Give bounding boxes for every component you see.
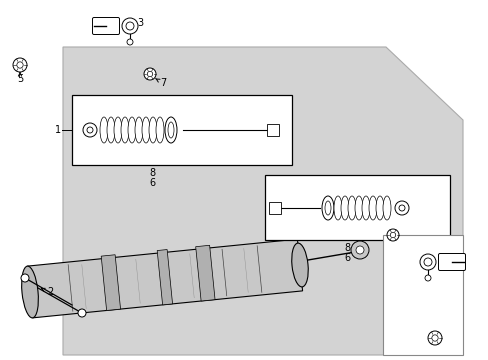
Bar bbox=[268, 202, 281, 214]
Text: 6: 6 bbox=[343, 253, 349, 263]
Ellipse shape bbox=[333, 196, 341, 220]
Ellipse shape bbox=[291, 243, 307, 287]
Ellipse shape bbox=[347, 196, 355, 220]
Ellipse shape bbox=[135, 117, 142, 143]
Polygon shape bbox=[27, 239, 302, 318]
Circle shape bbox=[389, 232, 395, 238]
FancyBboxPatch shape bbox=[92, 18, 119, 35]
Circle shape bbox=[431, 335, 437, 341]
Polygon shape bbox=[63, 47, 462, 355]
Circle shape bbox=[394, 201, 408, 215]
Circle shape bbox=[147, 71, 152, 77]
Circle shape bbox=[355, 246, 363, 254]
Ellipse shape bbox=[354, 196, 362, 220]
Ellipse shape bbox=[114, 117, 122, 143]
Circle shape bbox=[143, 68, 156, 80]
Ellipse shape bbox=[142, 117, 150, 143]
Ellipse shape bbox=[375, 196, 383, 220]
Bar bbox=[266, 124, 279, 136]
Polygon shape bbox=[101, 255, 121, 310]
Ellipse shape bbox=[156, 117, 163, 143]
Text: 3: 3 bbox=[137, 18, 143, 28]
Circle shape bbox=[13, 58, 27, 72]
Circle shape bbox=[423, 258, 431, 266]
Text: 8: 8 bbox=[149, 168, 155, 178]
Circle shape bbox=[398, 205, 404, 211]
Circle shape bbox=[78, 309, 86, 317]
Circle shape bbox=[424, 275, 430, 281]
Bar bbox=[264, 175, 449, 240]
Ellipse shape bbox=[107, 117, 115, 143]
FancyBboxPatch shape bbox=[438, 253, 465, 270]
Bar bbox=[72, 95, 291, 165]
Text: 4: 4 bbox=[417, 257, 423, 267]
Text: 5: 5 bbox=[17, 74, 23, 84]
Ellipse shape bbox=[21, 266, 38, 318]
Ellipse shape bbox=[168, 122, 174, 138]
Circle shape bbox=[427, 331, 441, 345]
Text: 6: 6 bbox=[149, 178, 155, 188]
Circle shape bbox=[126, 22, 134, 30]
Circle shape bbox=[122, 18, 138, 34]
Polygon shape bbox=[157, 249, 172, 305]
Circle shape bbox=[386, 229, 398, 241]
Bar bbox=[382, 235, 462, 355]
Ellipse shape bbox=[128, 117, 136, 143]
Ellipse shape bbox=[340, 196, 348, 220]
Circle shape bbox=[21, 274, 29, 282]
Ellipse shape bbox=[361, 196, 369, 220]
Text: 8: 8 bbox=[343, 243, 349, 253]
Ellipse shape bbox=[164, 117, 177, 143]
Text: 7: 7 bbox=[160, 78, 166, 88]
Ellipse shape bbox=[121, 117, 129, 143]
Ellipse shape bbox=[321, 196, 333, 220]
Circle shape bbox=[87, 127, 93, 133]
Circle shape bbox=[17, 62, 23, 68]
Ellipse shape bbox=[149, 117, 157, 143]
Ellipse shape bbox=[325, 201, 330, 215]
Circle shape bbox=[83, 123, 97, 137]
Ellipse shape bbox=[382, 196, 390, 220]
Ellipse shape bbox=[368, 196, 376, 220]
Text: 7: 7 bbox=[396, 243, 402, 253]
Circle shape bbox=[127, 39, 133, 45]
Polygon shape bbox=[195, 245, 215, 301]
Circle shape bbox=[350, 241, 368, 259]
Text: 2: 2 bbox=[47, 287, 53, 297]
Text: 1: 1 bbox=[55, 125, 61, 135]
Ellipse shape bbox=[100, 117, 108, 143]
Text: 5: 5 bbox=[406, 333, 412, 343]
Circle shape bbox=[419, 254, 435, 270]
